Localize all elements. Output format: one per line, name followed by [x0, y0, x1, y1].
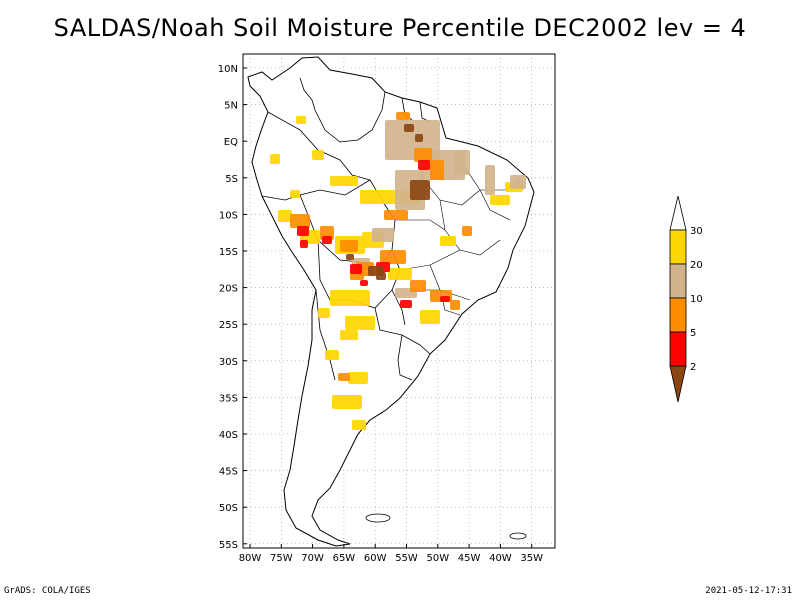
percentile-patch — [350, 264, 362, 274]
percentile-shading — [270, 112, 526, 430]
percentile-patch — [400, 300, 412, 308]
map-title: SALDAS/Noah Soil Moisture Percentile DEC… — [53, 14, 747, 42]
percentile-patch — [338, 373, 350, 381]
percentile-patch — [330, 290, 370, 306]
percentile-patch — [510, 175, 526, 189]
percentile-patch — [348, 372, 368, 384]
lon-tick-label: 45W — [458, 553, 481, 564]
percentile-patch — [345, 316, 375, 330]
percentile-patch — [414, 148, 432, 162]
percentile-patch — [380, 250, 406, 264]
percentile-patch — [376, 272, 386, 280]
colorbar-segment — [669, 297, 687, 333]
colorbar-label: 10 — [690, 294, 703, 305]
percentile-patch — [450, 300, 460, 310]
lon-tick-label: 60W — [364, 553, 387, 564]
percentile-patch — [340, 330, 358, 340]
colorbar-top-arrow — [669, 195, 687, 231]
percentile-patch — [462, 226, 472, 236]
percentile-patch — [430, 160, 444, 180]
lat-tick-label: 15S — [219, 247, 238, 258]
map-frame — [242, 53, 556, 549]
lake — [509, 532, 527, 540]
percentile-patch — [455, 150, 470, 175]
percentile-patch — [278, 210, 292, 222]
lat-tick-label: 5S — [225, 174, 238, 185]
lon-tick-label: 40W — [489, 553, 512, 564]
footer-timestamp: 2021-05-12-17:31 — [705, 586, 792, 596]
percentile-patch — [410, 180, 430, 200]
colorbar-label: 5 — [690, 328, 696, 339]
lat-tick-label: 30S — [219, 357, 238, 368]
lat-tick-label: 5N — [224, 101, 238, 112]
percentile-patch — [290, 214, 310, 228]
percentile-patch — [346, 254, 354, 260]
lat-tick-label: 45S — [219, 467, 238, 478]
percentile-patch — [396, 112, 410, 120]
lon-tick-label: 65W — [333, 553, 356, 564]
percentile-patch — [312, 150, 324, 160]
percentile-patch — [290, 190, 300, 198]
percentile-patch — [352, 420, 366, 430]
lake — [365, 513, 391, 523]
longitude-labels: 80W 75W 70W 65W 60W 55W 50W 45W 40W 35W — [239, 544, 543, 564]
percentile-patch — [325, 350, 339, 360]
lat-tick-label: 55S — [219, 540, 238, 551]
lon-tick-label: 55W — [395, 553, 418, 564]
colorbar-label: 2 — [690, 362, 696, 373]
lat-tick-label: 10N — [218, 64, 238, 75]
percentile-patch — [270, 154, 280, 164]
lat-tick-label: 20S — [219, 284, 238, 295]
lat-tick-label: 10S — [219, 210, 238, 221]
lat-tick-label: 40S — [219, 430, 238, 441]
colorbar-segment — [669, 263, 687, 299]
percentile-patch — [372, 228, 394, 242]
percentile-patch — [332, 395, 362, 409]
percentile-patch — [418, 160, 430, 170]
percentile-patch — [415, 134, 423, 142]
percentile-patch — [404, 124, 414, 132]
percentile-patch — [440, 236, 456, 246]
percentile-patch — [410, 280, 426, 292]
percentile-patch — [322, 236, 332, 244]
percentile-patch — [440, 296, 450, 302]
percentile-patch — [384, 210, 408, 220]
percentile-patch — [490, 195, 510, 205]
colorbar-segment — [669, 331, 687, 367]
percentile-patch — [360, 280, 368, 286]
percentile-patch — [296, 116, 306, 124]
lon-tick-label: 70W — [301, 553, 324, 564]
colorbar-label: 20 — [690, 260, 703, 271]
percentile-patch — [297, 226, 309, 236]
lon-tick-label: 35W — [520, 553, 543, 564]
lon-tick-label: 75W — [270, 553, 293, 564]
colorbar-segment — [669, 229, 687, 265]
percentile-patch — [300, 240, 308, 248]
lon-tick-label: 50W — [426, 553, 449, 564]
percentile-patch — [330, 176, 358, 186]
footer-credit: GrADS: COLA/IGES — [4, 586, 91, 596]
lat-tick-label: EQ — [224, 137, 238, 148]
percentile-patch — [388, 268, 412, 280]
percentile-patch — [318, 308, 330, 318]
percentile-patch — [485, 165, 495, 195]
colorbar-label: 30 — [690, 226, 703, 237]
latitude-labels: 10N 5N EQ 5S 10S 15S 20S 25S 30S 35S 40S 45S 50S 55S — [218, 64, 247, 551]
lat-tick-label: 25S — [219, 320, 238, 331]
lat-tick-label: 35S — [219, 393, 238, 404]
lon-tick-label: 80W — [239, 553, 262, 564]
colorbar-bottom-arrow — [669, 365, 687, 403]
percentile-patch — [420, 310, 440, 324]
percentile-patch — [340, 240, 358, 252]
colorbar: 2 5 10 20 30 — [669, 195, 703, 403]
lat-tick-label: 50S — [219, 503, 238, 514]
